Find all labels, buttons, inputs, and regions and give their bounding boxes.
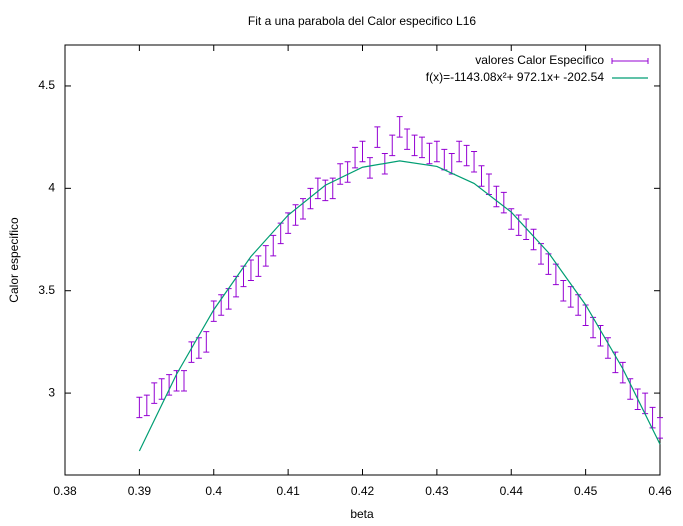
x-tick-label: 0.41: [276, 484, 300, 498]
error-bar: [411, 134, 418, 157]
x-tick-label: 0.44: [500, 484, 524, 498]
error-bar: [456, 140, 463, 163]
error-bar: [314, 177, 321, 200]
error-bar: [560, 279, 567, 302]
error-bar: [597, 325, 604, 347]
error-bar: [158, 378, 165, 400]
error-bar: [389, 134, 396, 157]
x-tick-label: 0.42: [351, 484, 375, 498]
error-bar: [270, 234, 277, 257]
error-bar: [471, 150, 478, 173]
x-tick-label: 0.38: [53, 484, 77, 498]
y-tick-label: 4: [48, 181, 55, 195]
error-bar: [374, 126, 381, 148]
error-bar: [463, 144, 470, 167]
fit-line: [138, 160, 661, 452]
x-tick-label: 0.43: [425, 484, 449, 498]
error-bar: [538, 243, 544, 265]
error-bar: [604, 337, 611, 359]
error-bar: [233, 275, 240, 298]
error-bar: [136, 396, 143, 419]
error-bar: [657, 417, 663, 439]
error-bar: [545, 253, 552, 275]
error-bar: [300, 198, 306, 220]
legend-label: f(x)=-1143.08x²+ 972.1x+ -202.54: [426, 70, 605, 84]
x-tick-label: 0.39: [128, 484, 152, 498]
error-bar: [262, 245, 269, 267]
error-bar: [530, 228, 537, 251]
error-bar: [493, 185, 500, 208]
error-bar: [619, 361, 626, 384]
error-bar: [292, 204, 299, 226]
error-bar: [433, 140, 440, 163]
legend-label: valores Calor Especifico: [475, 53, 604, 67]
y-tick-label: 4.5: [38, 78, 55, 92]
error-bar: [515, 214, 522, 236]
error-bar: [359, 140, 366, 163]
y-tick-label: 3.5: [38, 283, 55, 297]
chart-title: Fit a una parabola del Calor especifico …: [248, 14, 476, 28]
x-tick-label: 0.45: [574, 484, 598, 498]
x-tick-label: 0.46: [648, 484, 672, 498]
error-bar: [166, 374, 173, 396]
error-bar: [181, 370, 187, 392]
error-bar: [195, 337, 202, 359]
error-bar: [478, 165, 485, 187]
error-bar: [523, 218, 530, 241]
error-bar: [337, 163, 344, 185]
error-bar: [322, 179, 329, 202]
legend-swatch: [611, 58, 649, 64]
error-bar: [255, 255, 262, 277]
error-bar: [419, 136, 425, 159]
x-axis-label: beta: [350, 507, 374, 521]
error-bar: [143, 394, 150, 417]
error-bar: [396, 116, 403, 138]
y-tick-label: 3: [48, 385, 55, 399]
error-bar: [500, 191, 507, 214]
error-bar: [307, 187, 314, 210]
error-bar: [188, 341, 195, 363]
error-bar: [344, 161, 351, 183]
error-bar: [210, 300, 217, 322]
error-bar: [203, 331, 210, 353]
error-bar: [151, 382, 158, 404]
x-tick-label: 0.4: [205, 484, 222, 498]
error-bar: [404, 128, 411, 150]
error-bar: [366, 157, 373, 179]
y-axis-label: Calor especifico: [7, 217, 21, 303]
error-bar: [352, 146, 359, 169]
error-bar: [426, 142, 433, 165]
